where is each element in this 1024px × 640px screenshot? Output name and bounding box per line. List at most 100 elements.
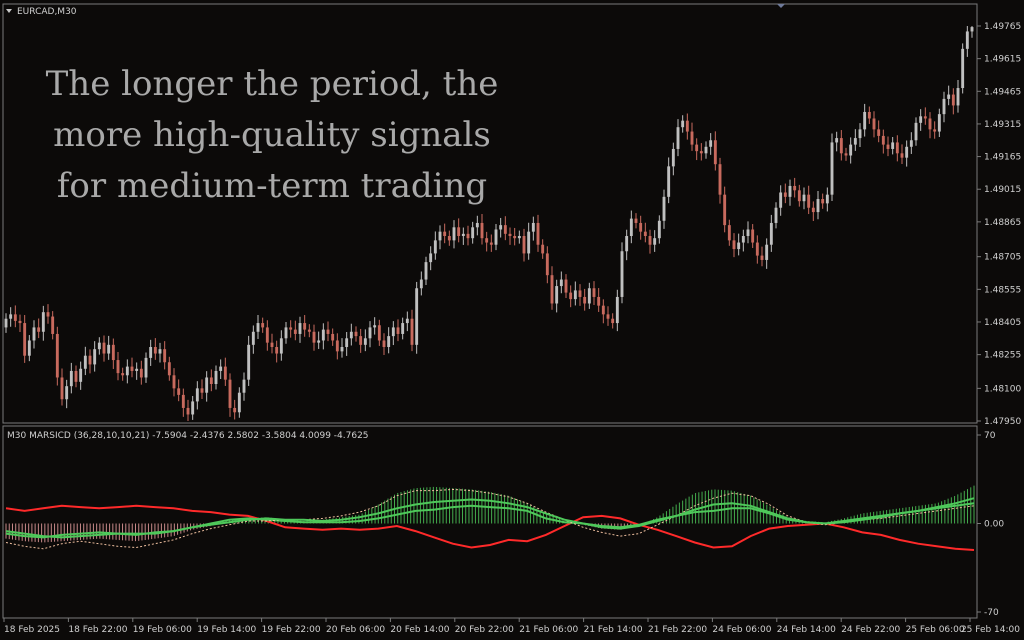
candle-bull bbox=[494, 229, 498, 245]
candle-bear bbox=[37, 327, 41, 332]
candle-bear bbox=[359, 336, 363, 345]
candle-bear bbox=[186, 407, 190, 415]
candle-bull bbox=[242, 379, 246, 393]
candle-bear bbox=[270, 342, 274, 348]
time-tick-label: 19 Feb 14:00 bbox=[197, 625, 256, 635]
candle-bull bbox=[135, 368, 139, 371]
candle-bull bbox=[858, 129, 862, 139]
candle-bear bbox=[597, 296, 601, 306]
candle-bear bbox=[233, 407, 237, 413]
candle-bull bbox=[279, 338, 283, 354]
time-tick-label: 24 Feb 22:00 bbox=[841, 625, 900, 635]
candle-bear bbox=[844, 153, 848, 156]
candle-bear bbox=[550, 275, 554, 304]
candle-bear bbox=[326, 329, 330, 334]
candle-bull bbox=[405, 318, 409, 324]
price-tick-label: 1.49465 bbox=[984, 87, 1021, 97]
candle-bull bbox=[937, 114, 941, 132]
candle-bull bbox=[4, 318, 8, 328]
candle-bear bbox=[564, 279, 568, 293]
candle-bull bbox=[499, 225, 503, 230]
candle-bear bbox=[881, 135, 885, 145]
candle-bull bbox=[345, 338, 349, 348]
candle-bear bbox=[545, 253, 549, 276]
candle-bear bbox=[760, 255, 764, 260]
candle-bull bbox=[653, 238, 657, 245]
candle-bull bbox=[149, 347, 153, 358]
price-tick-label: 1.49165 bbox=[984, 153, 1021, 163]
candle-bull bbox=[965, 31, 969, 49]
price-tick-label: 1.48255 bbox=[984, 351, 1021, 361]
candle-bear bbox=[443, 231, 447, 237]
time-tick-label: 25 Feb 06:00 bbox=[906, 625, 965, 635]
candle-bull bbox=[737, 242, 741, 250]
candle-bear bbox=[396, 327, 400, 334]
candle-bear bbox=[872, 118, 876, 130]
candle-bull bbox=[65, 386, 69, 400]
indicator-panel-frame bbox=[2, 425, 978, 619]
candle-bull bbox=[956, 88, 960, 106]
candle-bull bbox=[947, 94, 951, 99]
candle-bear bbox=[228, 379, 232, 408]
price-tick-label: 1.49615 bbox=[984, 55, 1021, 65]
candle-bull bbox=[237, 392, 241, 413]
price-tick-label: 1.47950 bbox=[984, 417, 1021, 427]
candle-bull bbox=[531, 222, 535, 232]
candle-bull bbox=[853, 138, 857, 145]
candle-bear bbox=[751, 229, 755, 243]
candle-bear bbox=[867, 111, 871, 119]
time-tick-label: 25 Feb 14:00 bbox=[961, 625, 1020, 635]
indicator-title: M30 MARSICD (36,28,10,10,21) -7.5904 -2.… bbox=[7, 431, 369, 441]
dropdown-arrow-icon[interactable] bbox=[6, 9, 12, 13]
candle-bull bbox=[284, 327, 288, 339]
candle-bear bbox=[209, 377, 213, 385]
candle-bear bbox=[541, 244, 545, 254]
candle-bear bbox=[611, 318, 615, 324]
time-tick-label: 19 Feb 22:00 bbox=[262, 625, 321, 635]
time-tick-label: 18 Feb 2025 bbox=[4, 625, 60, 635]
candle-bull bbox=[251, 331, 255, 345]
candle-bear bbox=[578, 290, 582, 297]
candle-bull bbox=[41, 312, 45, 332]
candle-bull bbox=[625, 236, 629, 252]
indicator-tick-label: 0.00 bbox=[984, 520, 1004, 530]
candle-bull bbox=[746, 229, 750, 237]
candle-bear bbox=[130, 366, 134, 371]
candle-bear bbox=[928, 118, 932, 130]
candle-bear bbox=[457, 227, 461, 237]
time-tick-label: 24 Feb 14:00 bbox=[777, 625, 836, 635]
candle-bear bbox=[377, 325, 381, 341]
overlay-caption: The longer the period, the more high-qua… bbox=[46, 64, 499, 206]
candle-bear bbox=[690, 131, 694, 145]
candle-bull bbox=[195, 388, 199, 402]
candle-bear bbox=[839, 138, 843, 154]
time-axis: 18 Feb 2025 18 Feb 22:00 19 Feb 06:00 19 Fe… bbox=[3, 618, 1020, 635]
candle-bear bbox=[51, 316, 55, 334]
candle-bull bbox=[452, 227, 456, 241]
candle-bull bbox=[125, 366, 129, 376]
price-tick-label: 1.48705 bbox=[984, 253, 1021, 263]
candle-bear bbox=[713, 140, 717, 165]
candle-bull bbox=[788, 185, 792, 197]
shift-marker-icon[interactable] bbox=[777, 4, 785, 8]
candle-bull bbox=[527, 231, 531, 254]
price-tick-label: 1.48865 bbox=[984, 218, 1021, 228]
candle-bear bbox=[923, 116, 927, 119]
candle-bear bbox=[307, 329, 311, 332]
candle-bull bbox=[79, 368, 83, 382]
time-tick-label: 21 Feb 22:00 bbox=[648, 625, 707, 635]
candle-bull bbox=[205, 377, 209, 393]
candle-bear bbox=[167, 362, 171, 376]
candle-bull bbox=[919, 116, 923, 123]
time-tick-label: 24 Feb 06:00 bbox=[712, 625, 771, 635]
candle-bear bbox=[601, 305, 605, 315]
candle-bull bbox=[769, 222, 773, 245]
candle-bull bbox=[620, 251, 624, 297]
candle-bull bbox=[158, 349, 162, 354]
candle-bull bbox=[429, 253, 433, 263]
candle-bear bbox=[489, 242, 493, 245]
time-tick-label: 21 Feb 06:00 bbox=[519, 625, 578, 635]
time-tick-label: 19 Feb 06:00 bbox=[133, 625, 192, 635]
candle-bull bbox=[349, 331, 353, 339]
candle-bull bbox=[391, 327, 395, 337]
